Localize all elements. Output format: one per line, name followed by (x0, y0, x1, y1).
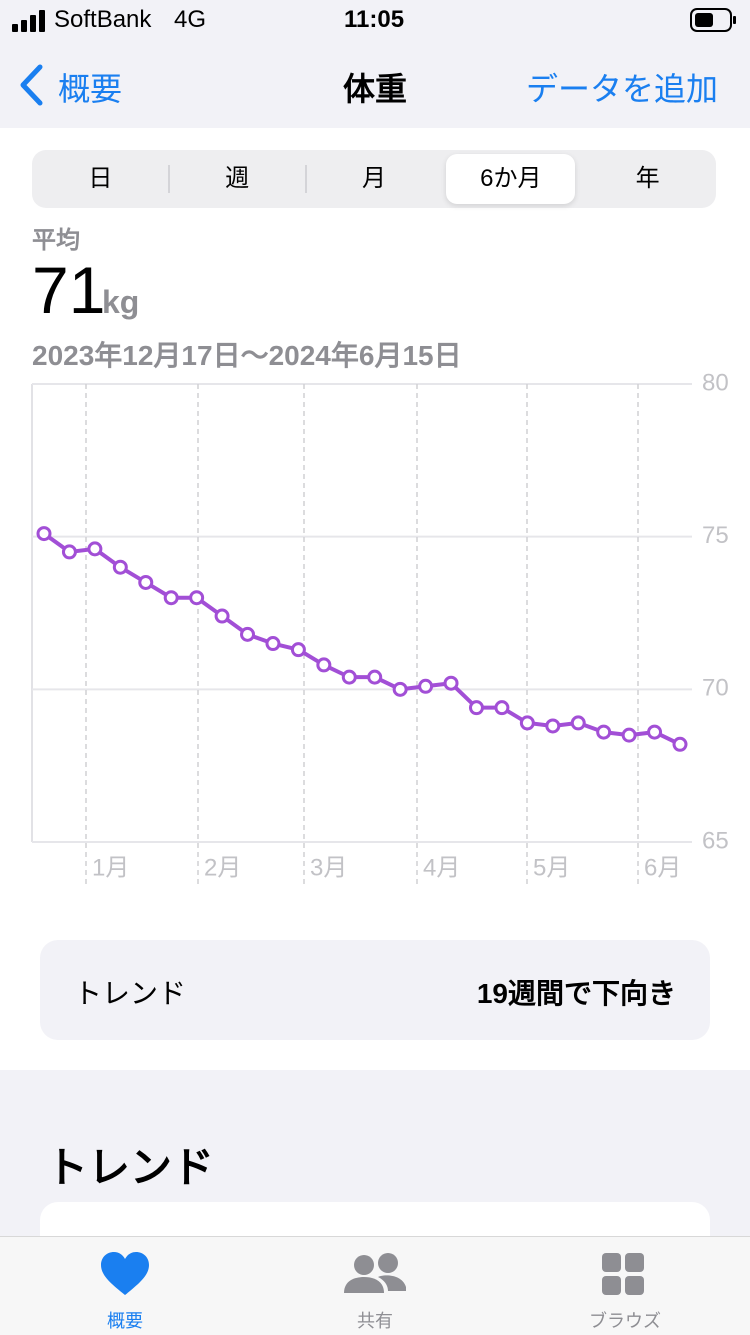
x-tick-label: 4月 (423, 854, 460, 881)
data-point (36, 526, 52, 542)
data-point (265, 636, 281, 652)
section-title: トレンド (46, 1144, 215, 1191)
data-point (61, 544, 77, 560)
data-point (112, 559, 128, 575)
data-point (290, 642, 306, 658)
x-tick-label: 5月 (533, 854, 570, 881)
trend-line (42, 531, 681, 747)
data-point (418, 678, 434, 694)
summary-value: 71 (32, 253, 106, 327)
data-point (341, 669, 357, 685)
y-tick-label: 80 (702, 369, 729, 396)
data-point (240, 626, 256, 642)
x-tick-label: 3月 (310, 854, 347, 881)
data-point (189, 590, 205, 606)
segment-divider (304, 165, 307, 193)
data-point (545, 718, 561, 734)
data-point (367, 669, 383, 685)
trend-label: トレンド (74, 978, 187, 1009)
add-data-button[interactable]: データを追加 (525, 71, 718, 107)
battery-icon (690, 8, 736, 32)
data-point (621, 727, 637, 743)
data-point (494, 700, 510, 716)
y-tick-label: 75 (702, 522, 729, 549)
summary-unit: kg (102, 284, 140, 320)
data-point (570, 715, 586, 731)
carrier: SoftBank (54, 6, 152, 33)
data-point (672, 736, 688, 752)
data-point (87, 541, 103, 557)
segment[interactable]: 月 (361, 165, 386, 192)
tab-icon-summary (101, 1252, 149, 1295)
data-point (647, 724, 663, 740)
segment[interactable]: 6か月 (446, 154, 576, 204)
date-range: 2023年12月17日〜2024年6月15日 (32, 340, 462, 371)
data-point (468, 700, 484, 716)
data-point (392, 681, 408, 697)
clock: 11:05 (344, 6, 405, 33)
x-tick-label: 6月 (644, 854, 681, 881)
segment[interactable]: 年 (635, 165, 660, 192)
signal-icon (12, 10, 45, 32)
tab-label[interactable]: 概要 (107, 1311, 143, 1331)
data-point (519, 715, 535, 731)
data-point (316, 657, 332, 673)
tab-label[interactable]: 共有 (357, 1311, 393, 1331)
data-point (138, 574, 154, 590)
y-tick-label: 70 (702, 675, 729, 702)
summary-label: 平均 (32, 227, 80, 254)
segmented-control: 日 週 月 6か月 年 (32, 150, 716, 208)
network: 4G (174, 6, 207, 33)
segment[interactable]: 日 (88, 165, 113, 192)
back-button[interactable]: 概要 (58, 71, 123, 107)
trend-value: 19週間で下向き (476, 978, 676, 1009)
tab-label[interactable]: ブラウズ (589, 1311, 661, 1331)
y-tick-label: 65 (702, 827, 729, 854)
segment[interactable]: 週 (225, 165, 250, 192)
trend-card[interactable]: トレンド 19週間で下向き (40, 940, 710, 1040)
nav-title: 体重 (342, 71, 407, 107)
tab-icon-browse (602, 1253, 644, 1295)
x-tick-label: 1月 (92, 854, 129, 881)
tab-icon-sharing (344, 1253, 406, 1293)
x-tick-label: 2月 (204, 854, 241, 881)
tab-bar: 概要 共有 ブラウズ (0, 1236, 750, 1335)
data-point (214, 608, 230, 624)
data-point (163, 590, 179, 606)
content-panel (0, 128, 750, 1070)
data-point (596, 724, 612, 740)
segment-divider (167, 165, 170, 193)
back-chevron[interactable] (18, 64, 44, 106)
data-point (443, 675, 459, 691)
